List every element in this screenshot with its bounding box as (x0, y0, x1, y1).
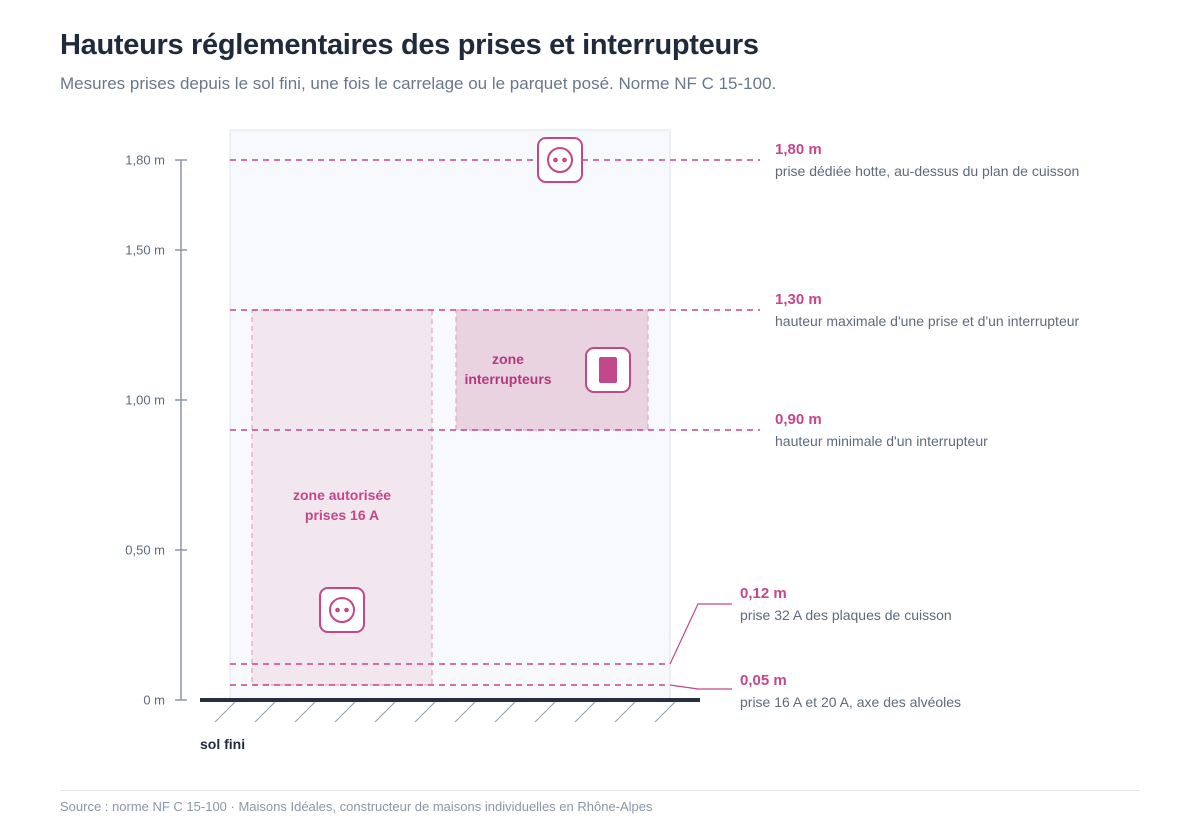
level-height-label: 0,05 m (740, 672, 787, 689)
level-height-label: 0,12 m (740, 585, 787, 602)
light-switch-icon (585, 347, 631, 393)
floor-hatch (214, 701, 676, 723)
source-note: Source : norme NF C 15-100 · Maisons Idé… (60, 799, 653, 814)
floor-label: sol fini (200, 736, 245, 752)
floor-hatch-line (614, 701, 636, 723)
floor-hatch-line (574, 701, 596, 723)
zone-prises-label-2: prises 16 A (305, 507, 379, 523)
floor-hatch-line (534, 701, 556, 723)
level-description: prise dédiée hotte, au-dessus du plan de… (775, 163, 1079, 179)
level-description: prise 32 A des plaques de cuisson (740, 607, 952, 623)
connector-0-05 (669, 684, 732, 690)
axis-tick-label: 1,00 m (125, 393, 165, 408)
level-height-label: 0,90 m (775, 411, 822, 428)
floor-hatch-line (334, 701, 356, 723)
floor-hatch-line (454, 701, 476, 723)
axis-tick-label: 1,80 m (125, 153, 165, 168)
page-title: Hauteurs réglementaires des prises et in… (60, 29, 759, 61)
floor-hatch-line (254, 701, 276, 723)
floor-hatch-line (414, 701, 436, 723)
floor-hatch-line (214, 701, 236, 723)
floor-hatch-line (654, 701, 676, 723)
connector-0-12 (669, 603, 732, 665)
axis-tick-label: 0 m (143, 693, 165, 708)
level-lines (230, 159, 760, 686)
axis-ticks: 0 m 0,50 m 1,00 m 1,50 m 1,80 m (125, 153, 187, 708)
floor-hatch-line (494, 701, 516, 723)
floor-hatch-line (294, 701, 316, 723)
level-description: prise 16 A et 20 A, axe des alvéoles (740, 694, 961, 710)
level-description: hauteur maximale d'une prise et d'un int… (775, 313, 1080, 329)
axis-tick-label: 0,50 m (125, 543, 165, 558)
zone-prises-label-1: zone autorisée (293, 487, 391, 503)
axis-tick-label: 1,50 m (125, 243, 165, 258)
level-height-label: 1,80 m (775, 141, 822, 158)
zone-switch-label-1: zone (492, 351, 524, 367)
zone-switch-label-2: interrupteurs (464, 371, 551, 387)
level-description: hauteur minimale d'un interrupteur (775, 433, 988, 449)
footer-divider (60, 790, 1140, 791)
height-diagram: zone autorisée prises 16 A zone interrup… (125, 129, 1080, 752)
level-height-label: 1,30 m (775, 291, 822, 308)
power-outlet-icon (319, 587, 365, 633)
power-outlet-icon (537, 137, 583, 183)
floor-hatch-line (374, 701, 396, 723)
level-annotations: 1,80 m prise dédiée hotte, au-dessus du p… (740, 141, 1080, 710)
page-subtitle: Mesures prises depuis le sol fini, une f… (60, 74, 777, 93)
